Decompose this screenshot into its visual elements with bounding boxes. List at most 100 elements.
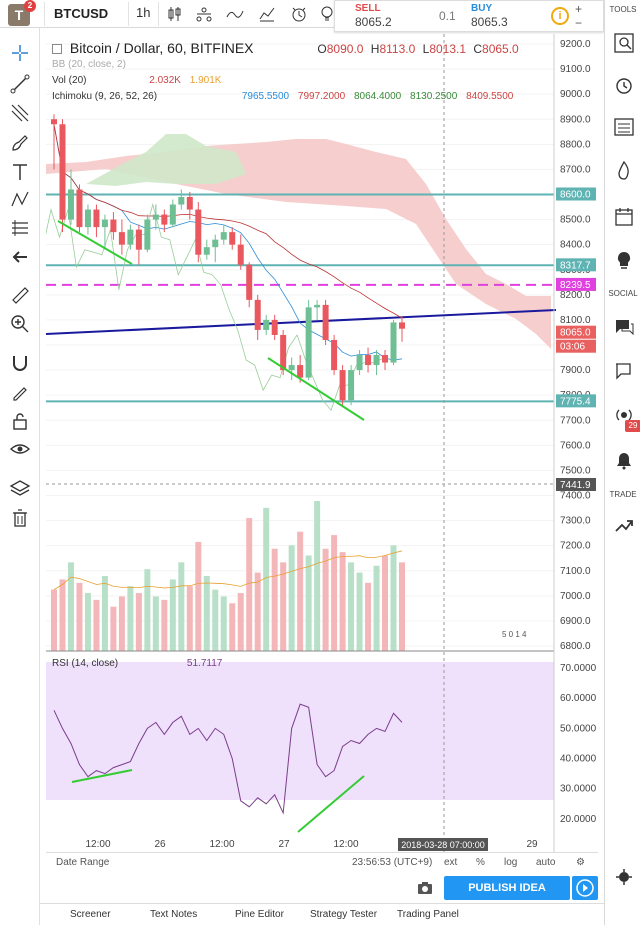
trend-line-icon[interactable] — [9, 73, 31, 95]
volume-bar — [84, 593, 91, 651]
price-tag-bg — [556, 339, 596, 353]
plus-button[interactable]: + — [575, 2, 583, 16]
symbol-search[interactable]: BTCUSD — [54, 6, 109, 21]
bb-legend[interactable]: BB (20, close, 2) — [52, 59, 126, 70]
trash-icon[interactable] — [9, 507, 31, 529]
watchlist-search-icon[interactable] — [613, 32, 635, 54]
compare-icon[interactable] — [195, 5, 213, 26]
indicators-icon[interactable] — [226, 5, 244, 26]
percent-scale-toggle[interactable]: % — [476, 857, 485, 868]
tab-text-notes[interactable]: Text Notes — [150, 909, 198, 920]
notifications-bell-icon[interactable] — [613, 450, 635, 472]
volume-bar — [297, 531, 304, 651]
candle-body — [220, 232, 227, 240]
ideas-lightbulb-icon[interactable] — [613, 250, 635, 272]
rsi-band — [46, 662, 554, 800]
hotlist-flame-icon[interactable] — [613, 160, 635, 182]
candles-style-icon[interactable] — [166, 5, 184, 26]
sell-label[interactable]: SELL — [355, 3, 381, 14]
log-scale-toggle[interactable]: log — [504, 857, 518, 868]
eye-icon[interactable] — [9, 438, 31, 460]
candle-body — [76, 189, 83, 228]
publish-idea-button[interactable]: PUBLISH IDEA — [444, 876, 570, 900]
social-label: SOCIAL — [608, 289, 638, 298]
chart-title: Bitcoin / Dollar, 60, BITFINEX — [69, 40, 254, 56]
streams-icon[interactable] — [613, 404, 635, 426]
chart-area[interactable]: 9200.0 9100.0 9000.0 8900.0 8800.0 8700.0 8600… — [33, 34, 598, 852]
extended-hours-toggle[interactable]: ext — [444, 857, 458, 868]
trading-arrows-icon[interactable] — [613, 516, 635, 538]
text-tool-icon[interactable] — [9, 161, 31, 183]
alert-clock-icon[interactable] — [290, 5, 308, 26]
price-axis-tick: 7000.0 — [560, 591, 591, 602]
data-window-icon[interactable] — [613, 116, 635, 138]
volume-bar — [348, 562, 355, 651]
interval-button[interactable]: 1h — [136, 5, 151, 20]
messages-icon[interactable] — [613, 360, 635, 382]
volume-bar — [76, 582, 83, 651]
crosshair-icon[interactable] — [9, 42, 31, 64]
tab-strategy-tester[interactable]: Strategy Tester — [310, 909, 378, 920]
sell-price[interactable]: 8065.2 — [355, 15, 392, 29]
brush-icon[interactable] — [9, 132, 31, 154]
candle-body — [203, 247, 210, 255]
volume-legend[interactable]: Vol (20) 2.032K 1.901K — [52, 75, 222, 86]
tradingview-logo[interactable]: T 2 — [8, 0, 36, 26]
lock-icon[interactable] — [9, 410, 31, 432]
tab-pine-editor[interactable]: Pine Editor — [235, 909, 284, 920]
chart-bottom-bar: Date Range 23:56:53 (UTC+9) ext % log au… — [46, 852, 598, 872]
price-axis-tick: 7500.0 — [560, 465, 591, 476]
volume-bar — [254, 572, 261, 651]
price-tag-bg — [556, 187, 596, 201]
snapshot-camera-icon[interactable] — [416, 879, 434, 897]
buy-price[interactable]: 8065.3 — [471, 15, 508, 29]
candle-body — [178, 197, 185, 205]
volume-bar — [271, 548, 278, 651]
price-axis-tick: 7200.0 — [560, 541, 591, 552]
ruler-icon[interactable] — [9, 284, 31, 306]
price-tag: 7441.9 — [560, 480, 591, 491]
rsi-axis-tick: 30.0000 — [560, 784, 597, 795]
price-axis-tick: 6800.0 — [560, 641, 591, 652]
magnet-icon[interactable] — [9, 352, 31, 374]
price-tag-bg — [556, 325, 596, 339]
lightbulb-icon[interactable] — [318, 5, 336, 26]
prediction-icon[interactable] — [9, 217, 31, 239]
settings-bug-icon[interactable] — [613, 866, 635, 888]
pitchfork-icon[interactable] — [9, 102, 31, 124]
candle-body — [212, 239, 219, 248]
pattern-icon[interactable] — [9, 189, 31, 211]
candle-body — [84, 209, 91, 228]
publish-play-icon[interactable] — [572, 876, 598, 900]
volume-bar — [101, 576, 108, 651]
tab-trading-panel[interactable]: Trading Panel — [397, 909, 459, 920]
volume-bar — [110, 606, 117, 651]
price-tag-bg — [556, 277, 596, 291]
layers-icon[interactable] — [9, 478, 31, 500]
symbol-legend[interactable]: Bitcoin / Dollar, 60, BITFINEX O8090.0 H… — [52, 40, 519, 56]
rsi-legend[interactable]: RSI (14, close) 51.7117 — [52, 658, 223, 669]
alerts-clock-icon[interactable] — [613, 74, 635, 96]
chat-icon[interactable] — [613, 316, 635, 338]
collapse-icon[interactable] — [52, 44, 62, 55]
calendar-icon[interactable] — [613, 206, 635, 228]
candle-body — [348, 370, 355, 401]
chart-settings-gear-icon[interactable]: ⚙ — [576, 857, 585, 868]
lock-pencil-icon[interactable] — [9, 381, 31, 403]
templates-icon[interactable] — [258, 5, 276, 26]
events-flag-overlay[interactable]: 5 0 1 4 — [502, 630, 527, 639]
zoom-in-icon[interactable] — [9, 313, 31, 335]
tab-screener[interactable]: Screener — [70, 909, 111, 920]
back-arrow-icon[interactable] — [9, 246, 31, 268]
chart-svg[interactable]: 9200.0 9100.0 9000.0 8900.0 8800.0 8700.0 8600… — [33, 34, 598, 852]
ichimoku-legend[interactable]: Ichimoku (9, 26, 52, 26) 7965.5500 7997.… — [52, 91, 514, 102]
info-icon[interactable]: i — [551, 7, 569, 25]
minus-button[interactable]: − — [575, 16, 583, 30]
volume-bar — [203, 576, 210, 651]
volume-bar — [169, 579, 176, 651]
auto-scale-toggle[interactable]: auto — [536, 857, 556, 868]
volume-bar — [135, 593, 142, 651]
ichimoku-base-line — [53, 124, 403, 319]
date-range-button[interactable]: Date Range — [56, 857, 110, 868]
buy-label[interactable]: BUY — [471, 3, 493, 14]
